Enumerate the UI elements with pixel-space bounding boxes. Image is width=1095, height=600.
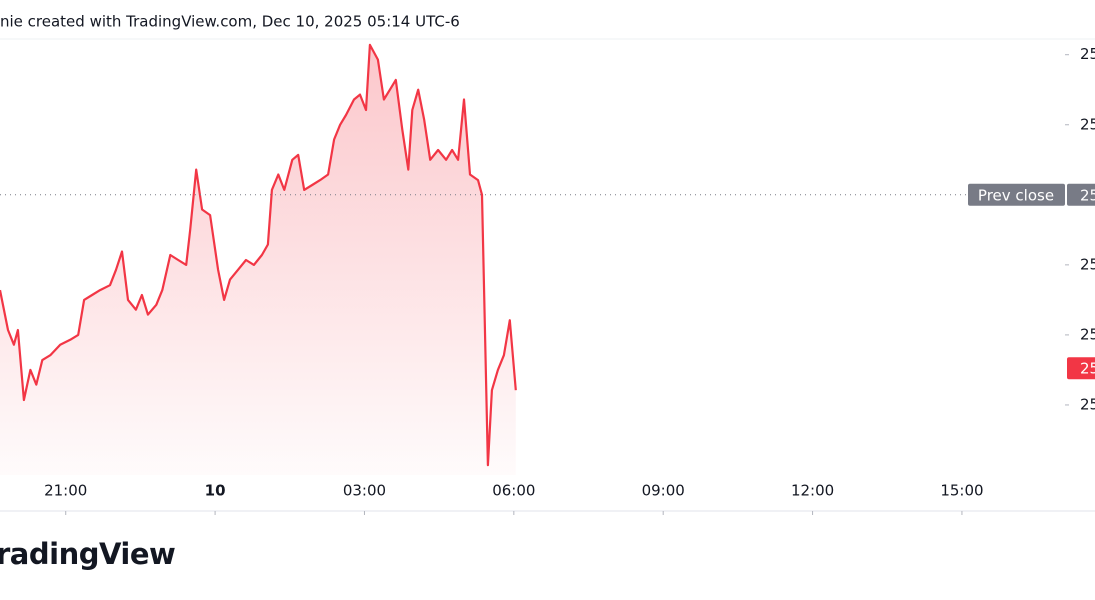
header-title: nie created with TradingView.com, Dec 10… [0,13,460,31]
prev-close-box [968,183,1065,206]
price-line [0,43,517,467]
prev-close-label: Prev close [978,186,1054,204]
y-tick-label: 25 [1080,395,1095,413]
brand-logo: radingView [0,537,175,571]
prev-close-price: 25 [1080,186,1095,204]
x-tick-label: 21:00 [44,482,87,500]
x-tick-label: 10 [205,482,226,500]
last-price-box [1067,357,1095,380]
x-tick-label: 06:00 [492,482,535,500]
last-price-label: 25 [1080,360,1095,378]
x-tick-label: 12:00 [791,482,834,500]
x-tick-label: 15:00 [940,482,983,500]
y-tick-label: 25 [1080,115,1095,133]
y-tick-label: 25 [1080,325,1095,343]
x-tick-label: 03:00 [343,482,386,500]
y-tick-label: 25 [1080,255,1095,273]
y-tick-label: 25 [1080,45,1095,63]
prev-close-price-box [1067,183,1095,206]
x-tick-label: 09:00 [642,482,685,500]
